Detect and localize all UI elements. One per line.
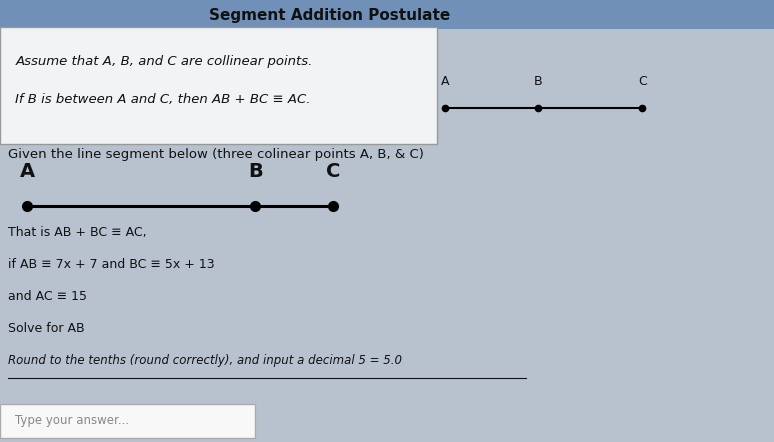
Text: if AB ≡ 7x + 7 and BC ≡ 5x + 13: if AB ≡ 7x + 7 and BC ≡ 5x + 13 [8, 258, 214, 271]
Text: and AC ≡ 15: and AC ≡ 15 [8, 290, 87, 303]
Text: If B is between A and C, then AB + BC ≡ AC.: If B is between A and C, then AB + BC ≡ … [15, 93, 311, 106]
Text: Round to the tenths (round correctly), and input a decimal 5 = 5.0: Round to the tenths (round correctly), a… [8, 354, 402, 366]
Text: C: C [326, 162, 340, 181]
Text: A: A [19, 162, 35, 181]
FancyBboxPatch shape [0, 0, 774, 29]
Text: Assume that A, B, and C are collinear points.: Assume that A, B, and C are collinear po… [15, 55, 313, 69]
Text: B: B [248, 162, 263, 181]
Text: A: A [441, 76, 449, 88]
Text: Solve for AB: Solve for AB [8, 322, 84, 335]
Text: Type your answer...: Type your answer... [15, 414, 129, 427]
Text: B: B [533, 76, 543, 88]
FancyBboxPatch shape [0, 27, 437, 144]
Text: C: C [638, 76, 647, 88]
FancyBboxPatch shape [0, 404, 255, 438]
Text: That is AB + BC ≡ AC,: That is AB + BC ≡ AC, [8, 226, 146, 239]
Text: Given the line segment below (three colinear points A, B, & C): Given the line segment below (three coli… [8, 148, 423, 161]
Text: Segment Addition Postulate: Segment Addition Postulate [209, 8, 450, 23]
